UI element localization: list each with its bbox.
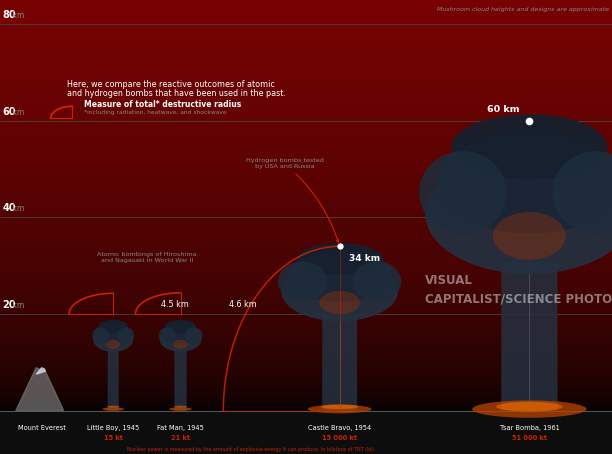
Ellipse shape xyxy=(118,327,134,344)
Text: *including radiation, heatwave, and shockwave: *including radiation, heatwave, and shoc… xyxy=(84,110,227,115)
Text: 60 km: 60 km xyxy=(487,104,520,114)
Ellipse shape xyxy=(321,404,358,409)
Ellipse shape xyxy=(493,212,565,260)
FancyBboxPatch shape xyxy=(501,262,558,410)
Text: 20: 20 xyxy=(2,300,16,310)
Text: 4.5 km: 4.5 km xyxy=(161,300,189,309)
Ellipse shape xyxy=(438,129,612,234)
Ellipse shape xyxy=(106,340,120,349)
Ellipse shape xyxy=(472,400,586,418)
Ellipse shape xyxy=(451,114,607,179)
Text: Fat Man, 1945: Fat Man, 1945 xyxy=(157,425,204,431)
Text: 34 km: 34 km xyxy=(349,254,381,262)
Text: Little Boy, 1945: Little Boy, 1945 xyxy=(87,425,140,431)
Text: VISUAL
CAPITALIST/SCIENCE PHOTO LIBRA: VISUAL CAPITALIST/SCIENCE PHOTO LIBRA xyxy=(425,274,612,305)
Text: Nuclear power is measured by the amount of explosive energy it can produce, in k: Nuclear power is measured by the amount … xyxy=(127,447,375,452)
Ellipse shape xyxy=(319,291,360,314)
Text: Hydrogen bombs tested
by USA and Russia: Hydrogen bombs tested by USA and Russia xyxy=(245,158,339,242)
Text: km: km xyxy=(10,11,24,20)
Text: 15 000 kt: 15 000 kt xyxy=(322,434,357,441)
Ellipse shape xyxy=(102,407,124,411)
FancyBboxPatch shape xyxy=(108,350,119,410)
Text: 40: 40 xyxy=(2,203,16,213)
Text: Mushroom cloud heights and designs are approximate: Mushroom cloud heights and designs are a… xyxy=(437,7,609,12)
Text: km: km xyxy=(10,108,24,117)
Ellipse shape xyxy=(93,328,133,352)
Ellipse shape xyxy=(165,320,196,333)
Text: Atomic bombings of Hiroshima
and Nagasaki in World War II: Atomic bombings of Hiroshima and Nagasak… xyxy=(97,252,196,263)
Ellipse shape xyxy=(353,261,401,301)
Text: km: km xyxy=(10,204,24,213)
Ellipse shape xyxy=(169,407,192,411)
Ellipse shape xyxy=(296,243,383,275)
Ellipse shape xyxy=(95,323,131,344)
Text: 60: 60 xyxy=(2,107,16,117)
Ellipse shape xyxy=(552,151,612,234)
Polygon shape xyxy=(16,368,64,410)
FancyBboxPatch shape xyxy=(174,350,187,410)
Text: 51 000 kt: 51 000 kt xyxy=(512,434,547,441)
Text: Measure of total* destructive radius: Measure of total* destructive radius xyxy=(84,100,242,109)
Polygon shape xyxy=(36,368,45,374)
Ellipse shape xyxy=(282,263,398,321)
Text: Mount Everest: Mount Everest xyxy=(18,425,65,431)
Text: and hydrogen bombs that have been used in the past.: and hydrogen bombs that have been used i… xyxy=(67,89,286,98)
Ellipse shape xyxy=(496,402,562,412)
Text: 21 kt: 21 kt xyxy=(171,434,190,441)
Ellipse shape xyxy=(160,328,201,352)
Text: Castle Bravo, 1954: Castle Bravo, 1954 xyxy=(308,425,371,431)
Ellipse shape xyxy=(173,340,188,349)
Ellipse shape xyxy=(159,327,176,344)
FancyBboxPatch shape xyxy=(323,316,357,410)
Ellipse shape xyxy=(107,406,119,408)
Ellipse shape xyxy=(419,151,507,234)
Ellipse shape xyxy=(92,327,109,344)
Ellipse shape xyxy=(99,320,128,333)
Text: 15 kt: 15 kt xyxy=(104,434,122,441)
Text: 4.6 km: 4.6 km xyxy=(230,300,257,309)
Ellipse shape xyxy=(308,405,371,413)
Ellipse shape xyxy=(288,251,391,301)
Ellipse shape xyxy=(185,327,203,344)
Text: km: km xyxy=(10,301,24,310)
Text: Here, we compare the reactive outcomes of atomic: Here, we compare the reactive outcomes o… xyxy=(67,80,275,89)
Ellipse shape xyxy=(278,261,327,301)
Text: Tsar Bomba, 1961: Tsar Bomba, 1961 xyxy=(499,425,559,431)
Ellipse shape xyxy=(174,406,187,408)
Ellipse shape xyxy=(162,323,199,344)
Text: 80: 80 xyxy=(2,10,16,20)
Ellipse shape xyxy=(425,154,612,274)
